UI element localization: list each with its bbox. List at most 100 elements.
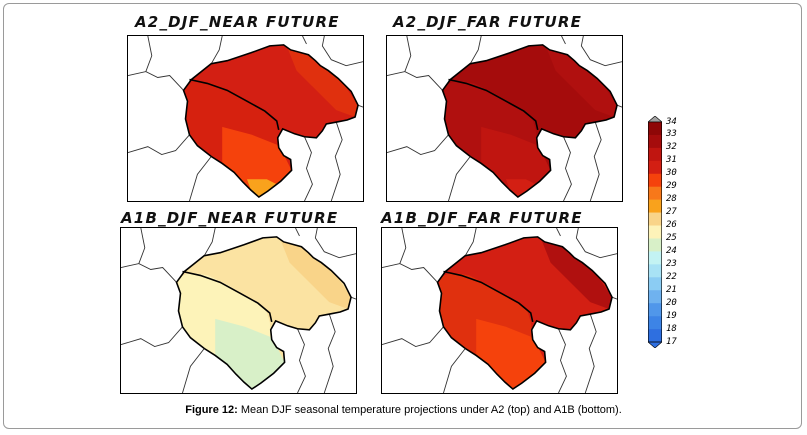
admin-border (182, 348, 205, 393)
colorbar-swatch (648, 316, 662, 330)
admin-border (611, 296, 617, 300)
admin-border (295, 228, 300, 237)
panel-title-a2-far: A2_DJF_FAR FUTURE (393, 13, 583, 31)
admin-border (128, 134, 190, 156)
panel-title-a1b-near: A1B_DJF_NEAR FUTURE (121, 209, 339, 227)
admin-border (321, 36, 363, 67)
colorbar-swatch (648, 303, 662, 317)
admin-border (330, 121, 343, 201)
admin-border (387, 71, 443, 91)
colorbar-tick-label: 20 (666, 297, 677, 308)
colorbar-swatch (648, 290, 662, 304)
panel-title-a2-near: A2_DJF_NEAR FUTURE (135, 13, 340, 31)
admin-border (464, 228, 477, 256)
admin-border (556, 228, 561, 237)
admin-border (561, 36, 566, 45)
admin-border (203, 228, 216, 256)
panel-title-a1b-far: A1B_DJF_FAR FUTURE (381, 209, 583, 227)
colorbar-swatch (648, 238, 662, 252)
admin-border (382, 263, 438, 283)
caption-text: Mean DJF seasonal temperature projection… (237, 404, 622, 416)
admin-border (138, 228, 146, 264)
admin-border (563, 136, 572, 201)
region-mid-south (481, 126, 551, 198)
internal-divider (443, 270, 534, 323)
colorbar-tick-label: 23 (666, 258, 677, 269)
colorbar-tick-label: 29 (666, 181, 677, 192)
colorbar-tick-label: 21 (666, 284, 677, 295)
colorbar-swatch (648, 329, 662, 343)
admin-border (323, 313, 336, 393)
admin-border (302, 36, 307, 45)
admin-border (404, 36, 412, 72)
colorbar-tick-label: 17 (666, 336, 677, 347)
colorbar-swatch (648, 173, 662, 188)
admin-border (357, 104, 363, 108)
admin-border (443, 348, 466, 393)
admin-border (189, 156, 212, 201)
colorbar-tick-label: 24 (666, 245, 677, 256)
admin-border (558, 328, 567, 393)
colorbar-swatch (648, 212, 662, 226)
admin-border (128, 71, 184, 91)
temperature-map-a1b-far (382, 228, 617, 393)
admin-border (589, 121, 602, 201)
colorbar-tick-label: 25 (666, 232, 677, 243)
colorbar-tick-label: 33 (666, 129, 677, 140)
caption-label: Figure 12: (185, 404, 238, 416)
admin-border (297, 328, 306, 393)
colorbar-tick-label: 27 (666, 207, 677, 218)
admin-border (616, 104, 622, 108)
region-outline (436, 236, 613, 391)
region-northeast-band (540, 237, 613, 310)
admin-border (469, 36, 482, 64)
admin-border (575, 228, 617, 259)
admin-border (584, 313, 597, 393)
colorbar-tick-label: 26 (666, 220, 677, 231)
region-mid-south (476, 318, 546, 390)
colorbar-tick-label: 18 (666, 323, 677, 334)
colorbar-swatch (648, 160, 662, 175)
colorbar-tick-label: 28 (666, 194, 677, 205)
region-northeast-band (279, 237, 352, 310)
admin-border (350, 296, 356, 300)
admin-border (314, 228, 356, 259)
map-a1b-far (381, 227, 618, 394)
colorbar-tick-label: 30 (666, 168, 677, 179)
region-mid-south (222, 126, 292, 198)
colorbar-tick-label: 19 (666, 310, 677, 321)
region-northeast-band (286, 45, 359, 118)
colorbar-swatch (648, 264, 662, 278)
colorbar-top-arrow (648, 116, 662, 123)
colorbar-swatch (648, 277, 662, 291)
colorbar-swatch (648, 147, 662, 162)
colorbar-tick-label: 31 (666, 155, 677, 166)
admin-border (387, 134, 449, 156)
admin-border (121, 326, 183, 348)
colorbar-tick-label: 34 (666, 116, 677, 127)
region-northeast-band (545, 45, 618, 118)
colorbar-bottom-arrow (648, 341, 662, 348)
admin-border (210, 36, 223, 64)
admin-border (399, 228, 407, 264)
admin-border (145, 36, 153, 72)
admin-border (580, 36, 622, 67)
colorbar-swatch (648, 225, 662, 239)
map-a2-near (127, 35, 364, 202)
admin-border (448, 156, 471, 201)
figure-caption: Figure 12: Mean DJF seasonal temperature… (0, 404, 807, 416)
figure-frame (3, 3, 802, 429)
region-mid-south (215, 318, 285, 390)
colorbar-tick-label: 32 (666, 142, 677, 153)
map-a2-far (386, 35, 623, 202)
region-outline (441, 44, 618, 199)
temperature-map-a2-far (387, 36, 622, 201)
colorbar (648, 116, 662, 348)
temperature-map-a1b-near (121, 228, 356, 393)
region-outline (182, 44, 359, 199)
region-outline (175, 236, 352, 391)
internal-divider (189, 78, 280, 131)
temperature-map-a2-near (128, 36, 363, 201)
colorbar-tick-label: 22 (666, 271, 677, 282)
colorbar-swatch (648, 122, 662, 136)
